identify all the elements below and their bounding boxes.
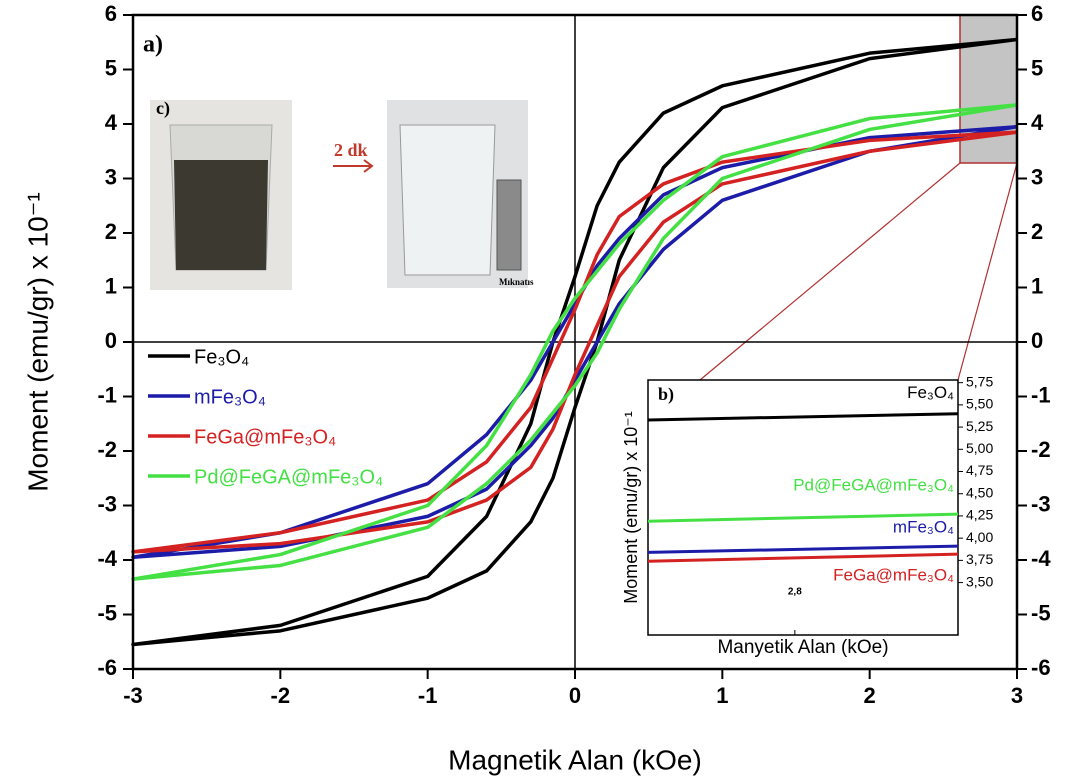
x-tick-label: 2 <box>864 683 876 708</box>
inset-y-tick-label: 4,00 <box>966 529 993 545</box>
y2-tick-label: -1 <box>1031 382 1051 407</box>
chart: -6 -5 -4 -3 -2 -1 0 1 2 3 4 5 6 -6 -5 -4 -3 -2 -1 0 1 2 3 4 5 6 -3… <box>0 0 1073 783</box>
inset-y-tick-label: 5,00 <box>966 440 993 456</box>
y2-tick-label: 2 <box>1031 219 1043 244</box>
y-tick-label: -5 <box>97 600 117 625</box>
y2-tick-label: 4 <box>1031 110 1044 135</box>
inset-series-label: Pd@FeGA@mFe₃O₄ <box>793 476 954 495</box>
y-axis-label: Moment (emu/gr) x 10⁻¹ <box>22 192 53 492</box>
y2-tick-label: 5 <box>1031 55 1043 80</box>
annotation: Mıknatıs <box>499 277 534 287</box>
y-tick-label: 4 <box>105 110 118 135</box>
inset-y-tick-label: 3,50 <box>966 573 993 589</box>
inset-x-tick-label: 2,8 <box>788 587 802 598</box>
x-tick-label: 0 <box>569 683 581 708</box>
inset-y-tick-label: 4,25 <box>966 507 993 523</box>
photo-left <box>150 100 292 290</box>
inset-annotation: b) <box>658 384 674 405</box>
inset-y-tick-label: 4,75 <box>966 462 993 478</box>
y-tick-label: 1 <box>105 273 117 298</box>
inset-y-tick-label: 5,25 <box>966 418 993 434</box>
legend-label: mFe₃O₄ <box>194 386 266 408</box>
x-axis-label: Magnetik Alan (kOe) <box>448 744 702 775</box>
y-tick-label: 6 <box>105 1 117 26</box>
inset-series-label: FeGa@mFe₃O₄ <box>833 566 954 585</box>
inset-x-axis-label: Manyetik Alan (kOe) <box>717 637 888 658</box>
y2-tick-label: -3 <box>1031 491 1051 516</box>
inset-series-label: Fe₃O₄ <box>907 383 954 402</box>
y2-tick-label: -6 <box>1031 655 1051 680</box>
y-tick-label: 3 <box>105 164 117 189</box>
inset-y-axis-label: Moment (emu/gr) x 10⁻¹ <box>621 411 641 604</box>
legend-label: FeGa@mFe₃O₄ <box>194 426 336 448</box>
legend-label: Fe₃O₄ <box>194 346 249 368</box>
y-tick-label: -3 <box>97 491 117 516</box>
y2-tick-label: 6 <box>1031 1 1043 26</box>
annotation: 2 dk <box>334 140 368 160</box>
inset-y-tick-label: 3,75 <box>966 551 993 567</box>
x-tick-label: 3 <box>1011 683 1023 708</box>
y-tick-label: -6 <box>97 655 117 680</box>
y-tick-label: -4 <box>97 546 117 571</box>
annotation: a) <box>143 32 163 58</box>
inset-y-tick-label: 5,75 <box>966 373 993 389</box>
y2-tick-label: 0 <box>1031 328 1043 353</box>
y2-tick-label: 3 <box>1031 164 1043 189</box>
inset-y-tick-label: 4,50 <box>966 484 993 500</box>
y-tick-label: -1 <box>97 382 117 407</box>
y-tick-label: 2 <box>105 219 117 244</box>
y2-tick-label: -5 <box>1031 600 1051 625</box>
x-tick-label: -2 <box>271 683 291 708</box>
inset-y-tick-label: 5,50 <box>966 396 993 412</box>
zoom-box <box>960 15 1017 163</box>
inset-series-label: mFe₃O₄ <box>893 518 954 537</box>
annotation: c) <box>156 98 170 119</box>
y2-tick-label: 1 <box>1031 273 1043 298</box>
legend-label: Pd@FeGA@mFe₃O₄ <box>194 466 383 488</box>
x-tick-label: -1 <box>418 683 438 708</box>
y-tick-label: 5 <box>105 55 117 80</box>
y-tick-label: -2 <box>97 437 117 462</box>
y2-tick-label: -2 <box>1031 437 1051 462</box>
y2-tick-label: -4 <box>1031 546 1051 571</box>
y-tick-label: 0 <box>105 328 117 353</box>
x-tick-label: -3 <box>123 683 143 708</box>
x-tick-label: 1 <box>716 683 728 708</box>
